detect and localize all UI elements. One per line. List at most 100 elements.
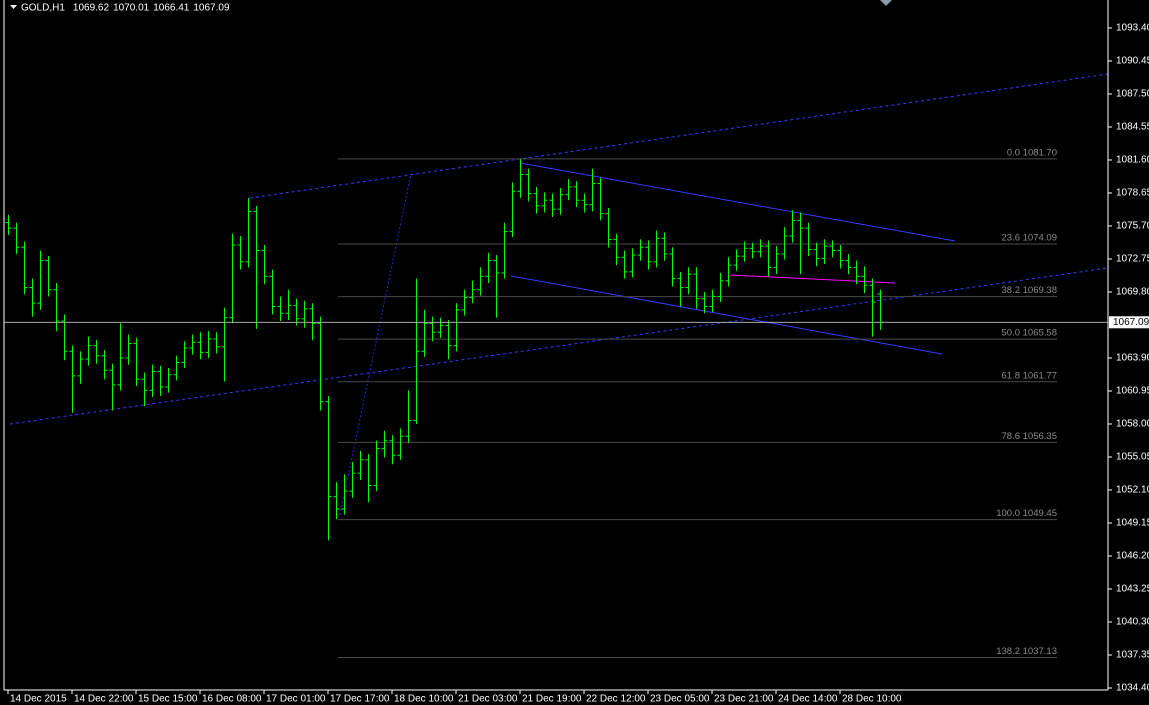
fib-level-label: 78.6 1056.35 xyxy=(1002,431,1057,442)
ohlc-bar xyxy=(645,240,652,270)
ohlc-bar xyxy=(309,303,316,341)
fib-level-label: 50.0 1065.58 xyxy=(1002,328,1057,339)
ohlc-bar xyxy=(389,435,396,465)
ohlc-bar xyxy=(861,266,868,294)
ohlc-bar xyxy=(741,241,748,262)
ohlc-bar xyxy=(429,316,436,342)
ohlc-bar xyxy=(629,248,636,278)
ohlc-bar xyxy=(437,317,444,338)
ohlc-bar xyxy=(405,390,412,443)
ohlc-bar xyxy=(101,350,108,380)
ohlc-bar xyxy=(581,193,588,213)
ohlc-bar xyxy=(165,368,172,393)
ohlc-bar xyxy=(469,280,476,304)
ohlc-bar xyxy=(349,462,356,498)
ohlc-bar xyxy=(381,430,388,458)
y-tick-label: 1046.20 xyxy=(1116,551,1149,562)
ohlc-bar xyxy=(237,236,244,270)
fib-level-label: 61.8 1061.77 xyxy=(1002,370,1057,381)
ohlc-bar xyxy=(701,291,708,314)
fib-level-label: 38.2 1069.38 xyxy=(1002,285,1057,296)
ohlc-bar xyxy=(253,205,260,329)
ohlc-bar xyxy=(797,212,804,275)
ohlc-bar xyxy=(69,345,76,413)
x-tick-label: 17 Dec 17:00 xyxy=(330,694,390,705)
ohlc-bar xyxy=(493,255,500,318)
ohlc-bar xyxy=(549,193,556,218)
ohlc-bar xyxy=(733,249,740,271)
ohlc-bar xyxy=(333,482,340,520)
ohlc-bar xyxy=(173,355,180,381)
ohlc-bar xyxy=(373,440,380,492)
ohlc-bar xyxy=(245,198,252,268)
ohlc-bar xyxy=(789,210,796,243)
ohlc-bar xyxy=(189,334,196,355)
ohlc-bar xyxy=(653,230,660,268)
ohlc-bar xyxy=(341,474,348,515)
y-tick-label: 1037.35 xyxy=(1116,650,1149,661)
x-tick-label: 23 Dec 21:00 xyxy=(714,694,774,705)
ohlc-bar xyxy=(845,253,852,275)
ohlc-bar xyxy=(717,272,724,303)
ohlc-bar xyxy=(805,222,812,257)
ohlc-bar xyxy=(293,298,300,326)
ohlc-bar xyxy=(525,168,532,202)
y-tick-label: 1043.25 xyxy=(1116,584,1149,595)
ohlc-bar xyxy=(37,250,44,310)
y-tick-label: 1087.50 xyxy=(1116,89,1149,100)
ohlc-bar xyxy=(693,267,700,309)
ohlc-bar xyxy=(21,241,28,295)
ohlc-bar xyxy=(125,334,132,365)
ohlc-bar xyxy=(821,239,828,265)
y-tick-label: 1040.30 xyxy=(1116,617,1149,628)
x-tick-label: 15 Dec 15:00 xyxy=(138,694,198,705)
ohlc-bar xyxy=(205,331,212,358)
ohlc-bar xyxy=(325,396,332,541)
ohlc-bar xyxy=(725,257,732,287)
ohlc-bar xyxy=(533,186,540,214)
ohlc-bar xyxy=(77,351,84,384)
fibonacci: 0.0 1081.70 23.6 1074.09 38.2 1069.38 50.0 … xyxy=(338,147,1057,658)
y-tick-label: 1058.00 xyxy=(1116,419,1149,430)
fib-level-label: 0.0 1081.70 xyxy=(1007,147,1057,158)
ohlc-bar xyxy=(149,364,156,398)
ohlc-bar xyxy=(85,336,92,366)
ohlc-bar xyxy=(853,260,860,285)
fib-level-label: 100.0 1049.45 xyxy=(996,508,1057,519)
y-tick-label: 1081.60 xyxy=(1116,155,1149,166)
y-tick-label: 1078.65 xyxy=(1116,188,1149,199)
x-tick-label: 28 Dec 10:00 xyxy=(842,694,902,705)
ohlc-bar xyxy=(181,341,188,369)
ohlc-bar xyxy=(773,246,780,275)
y-tick-label: 1060.95 xyxy=(1116,386,1149,397)
ohlc-bar xyxy=(485,252,492,284)
ohlc-bar xyxy=(45,256,52,297)
x-tick-label: 24 Dec 14:00 xyxy=(778,694,838,705)
ohlc-bar xyxy=(5,214,12,235)
ohlc-bar xyxy=(477,267,484,296)
y-tick-label: 1072.75 xyxy=(1116,254,1149,265)
ohlc-bar xyxy=(621,250,628,279)
ohlc-bar xyxy=(365,454,372,503)
ohlc-bar xyxy=(261,244,268,285)
x-tick-label: 17 Dec 01:00 xyxy=(266,694,326,705)
ohlc-bar xyxy=(869,278,876,337)
trend-line xyxy=(729,274,896,284)
ohlc-bar xyxy=(317,316,324,411)
header-value: 1070.01 xyxy=(113,3,150,14)
trend-line xyxy=(510,275,943,355)
current-price-label: 1067.09 xyxy=(1113,317,1149,328)
x-tick-label: 14 Dec 22:00 xyxy=(74,694,134,705)
ohlc-bar xyxy=(501,222,508,279)
ohlc-bar xyxy=(637,239,644,261)
ohlc-bar xyxy=(453,303,460,352)
y-tick-label: 1093.40 xyxy=(1116,23,1149,34)
header-value: 1067.09 xyxy=(193,3,230,14)
ohlc-bar xyxy=(613,233,620,266)
current-price-box xyxy=(1109,316,1149,329)
ohlc-bar xyxy=(397,428,404,460)
menu-arrow xyxy=(10,5,17,9)
ohlc-bar xyxy=(133,337,140,386)
x-tick-label: 16 Dec 08:00 xyxy=(202,694,262,705)
